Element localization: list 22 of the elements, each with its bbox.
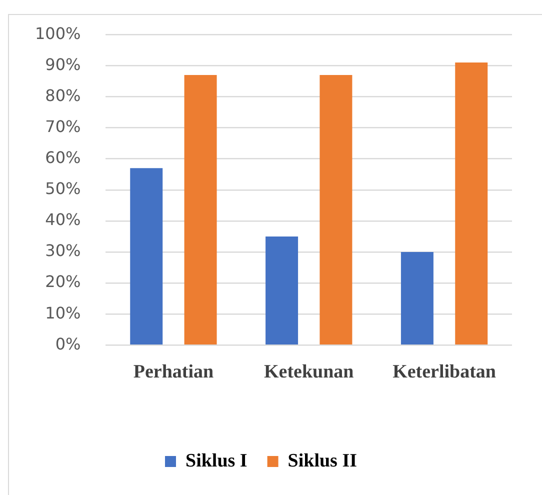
bar — [455, 62, 488, 345]
bar — [320, 74, 352, 345]
y-tick-label: 90% — [45, 54, 81, 74]
y-tick-label: 30% — [45, 241, 81, 260]
y-tick-label: 100% — [34, 24, 81, 43]
bar — [184, 74, 217, 345]
y-tick-label: 80% — [45, 86, 81, 105]
legend-label: Siklus I — [186, 450, 248, 472]
bar — [266, 236, 298, 345]
y-tick-label: 20% — [45, 272, 81, 292]
x-tick-label: Ketekunan — [264, 362, 354, 383]
y-tick-label: 70% — [45, 116, 81, 136]
bar — [400, 252, 434, 345]
y-tick-label: 0% — [55, 334, 81, 354]
x-tick-label: Perhatian — [133, 362, 214, 383]
legend-label: Siklus II — [288, 450, 358, 472]
y-tick-label: 10% — [45, 303, 81, 322]
y-tick-label: 60% — [45, 148, 81, 167]
x-tick-label: Keterlibatan — [392, 362, 496, 383]
bar — [130, 168, 163, 345]
y-tick-label: 40% — [45, 210, 81, 230]
y-tick-label: 50% — [45, 179, 81, 198]
